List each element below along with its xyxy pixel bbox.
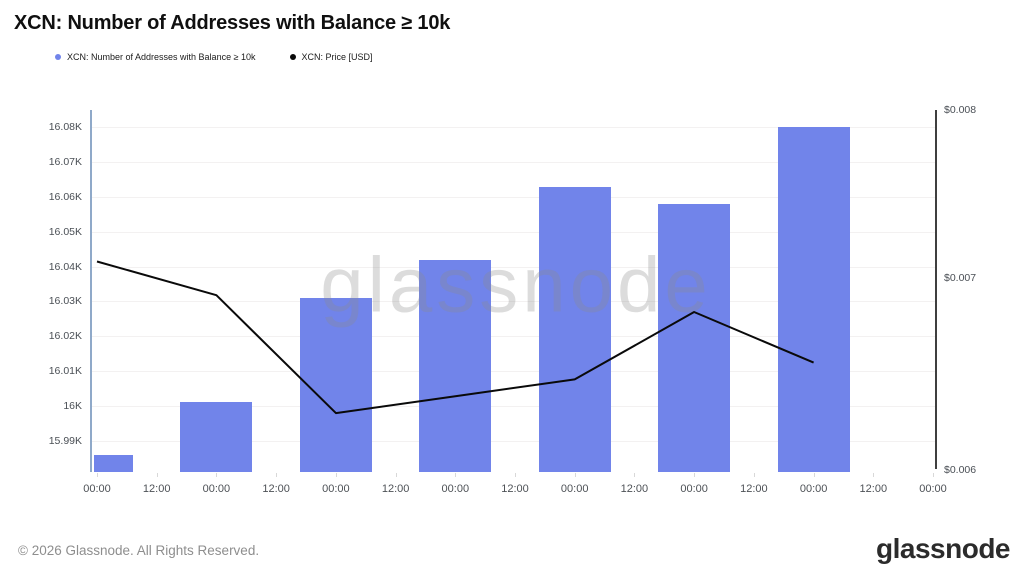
left-axis-tick-label: 16.05K — [48, 225, 82, 238]
legend-label-addresses: XCN: Number of Addresses with Balance ≥ … — [67, 52, 256, 62]
gridline — [90, 301, 936, 303]
gridline — [90, 405, 936, 407]
gridline — [90, 336, 936, 338]
x-axis-tick-label: 12:00 — [740, 483, 768, 495]
x-axis-tickmark — [455, 473, 457, 477]
address-count-bar[interactable] — [180, 402, 253, 472]
x-axis-tick-label: 12:00 — [501, 483, 529, 495]
x-axis-tickmark — [216, 473, 218, 477]
left-axis-tick-label: 16.07K — [48, 156, 82, 169]
x-axis-tick-label: 00:00 — [560, 483, 589, 495]
price-line — [96, 260, 814, 415]
left-axis-tick-label: 15.99K — [48, 434, 82, 447]
gridline — [90, 440, 936, 442]
gridline — [90, 197, 936, 198]
plot-area[interactable] — [94, 110, 936, 472]
x-axis-tick-label: 00:00 — [919, 483, 947, 495]
address-count-bar[interactable] — [777, 127, 850, 472]
left-axis-tick-label: 16.01K — [48, 365, 82, 378]
x-axis-tickmark — [515, 473, 516, 477]
x-axis-tickmark — [395, 473, 397, 477]
x-axis-tick-label: 00:00 — [799, 483, 828, 495]
left-axis-tick-label: 16.02K — [48, 330, 82, 343]
price-series-dot-icon — [289, 54, 296, 60]
left-axis-tick-label: 16.03K — [48, 295, 82, 308]
chart-title: XCN: Number of Addresses with Balance ≥ … — [14, 12, 451, 34]
x-axis-tickmark — [753, 473, 755, 477]
x-axis-tickmark — [634, 473, 636, 477]
gridline — [90, 231, 936, 233]
x-axis-tick-label: 12:00 — [859, 483, 888, 495]
right-axis-tick-label: $0.007 — [944, 272, 977, 284]
address-count-bar[interactable] — [419, 259, 492, 472]
x-axis-tickmark — [156, 473, 158, 477]
address-count-bar[interactable] — [658, 204, 731, 472]
x-axis-tickmark — [276, 473, 278, 477]
left-axis-line — [90, 110, 92, 472]
right-axis-tick-label: $0.008 — [944, 104, 977, 116]
left-axis-tick-label: 16.04K — [48, 260, 82, 273]
left-axis-tick-label: 16.06K — [48, 191, 82, 203]
address-count-bar[interactable] — [94, 454, 133, 472]
right-axis-tick-label: $0.006 — [944, 464, 977, 477]
gridline — [90, 162, 936, 164]
x-axis-tick-label: 12:00 — [381, 483, 410, 495]
gridline — [90, 127, 936, 129]
address-count-bar[interactable] — [538, 186, 611, 472]
legend: XCN: Number of Addresses with Balance ≥ … — [55, 52, 373, 62]
legend-item-addresses[interactable]: XCN: Number of Addresses with Balance ≥ … — [55, 52, 256, 62]
x-axis-tick-label: 00:00 — [202, 483, 231, 495]
x-axis-tick-label: 00:00 — [322, 483, 350, 495]
x-axis-tick-label: 12:00 — [262, 483, 290, 495]
x-axis-tick-label: 12:00 — [620, 483, 649, 495]
x-axis-tick-label: 00:00 — [83, 483, 111, 495]
x-axis-tickmark — [813, 473, 815, 477]
left-axis-tick-label: 16.08K — [48, 121, 82, 134]
x-axis-tick-label: 00:00 — [441, 483, 470, 495]
right-axis-line — [935, 110, 937, 469]
price-line-series — [96, 260, 814, 415]
x-axis-tickmark — [873, 473, 875, 477]
left-axis-tick-label: 16K — [63, 399, 82, 412]
x-axis-tick-label: 00:00 — [680, 483, 708, 495]
x-axis-tick-label: 12:00 — [142, 483, 171, 495]
legend-item-price[interactable]: XCN: Price [USD] — [289, 52, 373, 62]
x-axis-tickmark — [574, 473, 576, 477]
x-axis-tickmark — [933, 473, 934, 477]
x-axis-tickmark — [97, 473, 98, 477]
legend-label-price: XCN: Price [USD] — [301, 52, 373, 62]
x-axis-tickmark — [335, 473, 337, 477]
addresses-series-dot-icon — [55, 54, 61, 60]
address-count-bar[interactable] — [299, 298, 372, 472]
gridline — [90, 371, 936, 373]
glassnode-logo: glassnode — [876, 533, 1010, 564]
x-axis-tickmark — [694, 473, 696, 477]
gridline — [90, 266, 936, 268]
copyright-text: © 2026 Glassnode. All Rights Reserved. — [18, 543, 260, 558]
